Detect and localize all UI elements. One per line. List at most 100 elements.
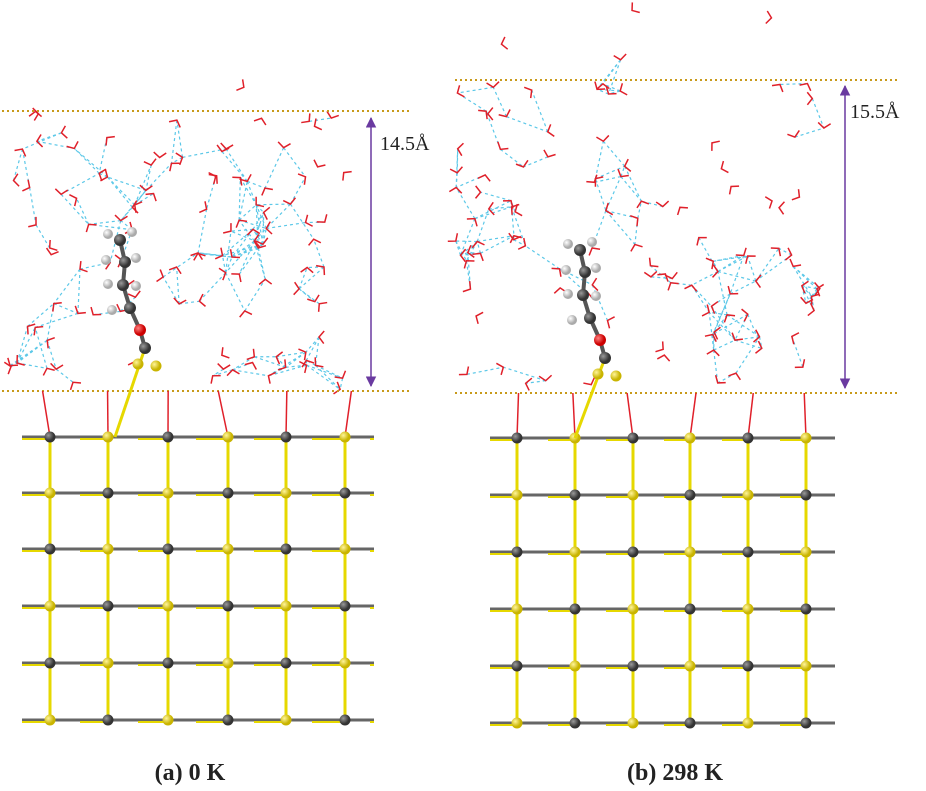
atom xyxy=(569,489,581,501)
atom xyxy=(742,489,754,501)
molecule-atom xyxy=(574,244,586,256)
atom xyxy=(102,600,114,612)
hydrogen-bond xyxy=(339,378,344,390)
hydrogen-bond xyxy=(244,278,266,312)
molecule-atom xyxy=(599,352,611,364)
hydrogen-bond xyxy=(268,364,307,377)
water xyxy=(175,152,184,166)
water xyxy=(42,367,55,376)
atom xyxy=(684,660,696,672)
atom xyxy=(511,546,523,558)
hydrogen-atom xyxy=(563,289,573,299)
hydrogen-bond xyxy=(492,87,508,117)
water xyxy=(648,257,659,268)
hydrogen-bond xyxy=(594,175,621,183)
hydrogen-bond xyxy=(455,174,486,189)
hydrogen-atom xyxy=(101,255,111,265)
water xyxy=(613,53,627,61)
water xyxy=(784,247,793,261)
hydrogen-bond xyxy=(35,224,51,249)
water xyxy=(538,374,553,382)
hydrogen-bond xyxy=(792,265,818,290)
water xyxy=(190,251,204,261)
hydrogen-bond xyxy=(513,239,526,247)
water xyxy=(778,201,786,215)
water xyxy=(617,168,629,178)
atom xyxy=(280,543,292,555)
water xyxy=(22,179,31,192)
atom xyxy=(800,432,812,444)
water xyxy=(105,135,115,146)
hydrogen-atom xyxy=(131,281,141,291)
atom xyxy=(280,657,292,669)
distance-label: 15.5Å xyxy=(850,101,900,123)
hydrogen-bond xyxy=(801,285,815,311)
hydrogen-bond xyxy=(455,240,467,262)
water xyxy=(727,285,739,295)
atom xyxy=(800,603,812,615)
atom xyxy=(222,600,234,612)
hydrogen-bond xyxy=(708,311,736,341)
hydrogen-bond xyxy=(285,351,307,368)
hydrogen-bond xyxy=(36,132,62,142)
hydrogen-bond xyxy=(523,156,549,168)
hydrogen-bond xyxy=(238,219,255,242)
water xyxy=(475,311,484,324)
water xyxy=(45,247,59,256)
water xyxy=(800,280,809,294)
atom xyxy=(684,432,696,444)
atom xyxy=(627,489,639,501)
atom xyxy=(44,487,56,499)
water xyxy=(551,267,562,277)
hydrogen-bond xyxy=(257,247,266,280)
hydrogen-atom xyxy=(563,239,573,249)
water xyxy=(684,284,698,292)
water xyxy=(127,290,141,299)
hydrogen-bond xyxy=(591,210,607,249)
hydrogen-bond xyxy=(313,238,325,268)
hydrogen-bond xyxy=(162,276,180,305)
water xyxy=(313,159,326,168)
atom xyxy=(800,660,812,672)
atom xyxy=(339,431,351,443)
hydrogen-bond xyxy=(255,204,264,245)
water xyxy=(787,129,800,138)
hydrogen-bond xyxy=(465,241,478,262)
hydrogen-bond xyxy=(466,366,504,375)
water xyxy=(790,332,800,345)
hydrogen-bond xyxy=(620,176,642,202)
hydrogen-bond xyxy=(596,88,609,95)
water xyxy=(98,168,107,182)
interface-bond xyxy=(217,390,229,438)
molecule-atom xyxy=(594,334,606,346)
hydrogen-bond xyxy=(162,252,199,278)
hydrogen-bond xyxy=(624,166,642,202)
hydrogen-atom xyxy=(587,237,597,247)
water xyxy=(696,236,707,246)
hydrogen-bond xyxy=(691,284,712,307)
hydrogen-bond xyxy=(455,187,476,219)
water xyxy=(810,293,820,305)
water xyxy=(46,336,55,349)
atom xyxy=(280,431,292,443)
hydrogen-bond xyxy=(747,255,757,282)
atom xyxy=(511,717,523,729)
water xyxy=(500,36,509,50)
water xyxy=(765,10,773,25)
water xyxy=(728,185,740,195)
hydrogen-bond xyxy=(511,206,526,247)
water xyxy=(487,201,495,216)
interface-bond xyxy=(572,392,576,439)
hydrogen-bond xyxy=(225,148,248,182)
atom xyxy=(742,432,754,444)
hydrogen-bond xyxy=(16,362,48,369)
water xyxy=(54,188,69,196)
water xyxy=(3,361,12,375)
water xyxy=(85,223,97,233)
atom xyxy=(102,714,114,726)
hydrogen-bond xyxy=(794,127,825,138)
atom xyxy=(162,431,174,443)
hydrogen-bond xyxy=(289,176,307,205)
hydrogen-bond xyxy=(488,206,512,210)
hydrogen-bond xyxy=(605,210,636,245)
